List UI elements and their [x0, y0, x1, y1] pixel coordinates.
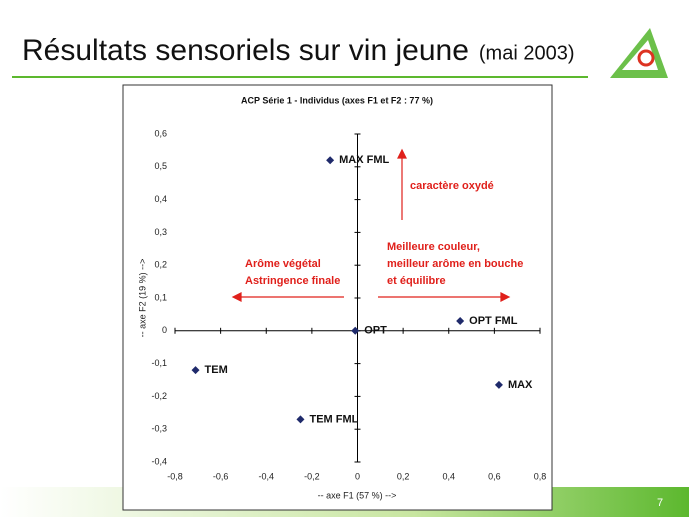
chart-title: ACP Série 1 - Individus (axes F1 et F2 :…: [241, 95, 433, 105]
point-label: TEM: [205, 364, 228, 376]
y-tick-label: 0,6: [154, 128, 167, 138]
chart: ACP Série 1 - Individus (axes F1 et F2 :…: [137, 95, 546, 500]
x-tick-label: 0,2: [397, 471, 410, 481]
annotation: Astringence finale: [245, 275, 340, 287]
x-tick-label: -0,6: [213, 471, 229, 481]
x-tick-label: -0,2: [304, 471, 320, 481]
point: [494, 380, 503, 389]
page-number: 7: [657, 497, 663, 509]
y-tick-label: -0,1: [151, 358, 167, 368]
point: [456, 316, 465, 325]
point: [296, 415, 305, 424]
x-tick-label: 0,4: [442, 471, 455, 481]
point: [191, 366, 200, 375]
x-axis-label: -- axe F1 (57 %) -->: [318, 490, 397, 500]
point-label: OPT: [364, 325, 387, 337]
annotation: meilleur arôme en bouche: [387, 258, 523, 270]
point-label: MAX: [508, 379, 533, 391]
slide-subtitle: (mai 2003): [479, 42, 575, 64]
annotation: Arôme végétal: [245, 258, 321, 270]
annotation: caractère oxydé: [410, 180, 494, 192]
x-tick-label: -0,4: [258, 471, 274, 481]
y-tick-label: -0,4: [151, 456, 167, 466]
x-tick-label: 0,8: [534, 471, 547, 481]
point-label: OPT FML: [469, 315, 518, 327]
y-tick-label: 0: [162, 325, 167, 335]
x-tick-label: -0,8: [167, 471, 183, 481]
x-tick-label: 0,6: [488, 471, 501, 481]
arrows: [231, 148, 511, 302]
y-tick-label: -0,2: [151, 391, 167, 401]
x-tick-label: 0: [355, 471, 360, 481]
point-label: MAX FML: [339, 154, 389, 166]
y-tick-label: 0,4: [154, 194, 167, 204]
slide-title: Résultats sensoriels sur vin jeune: [22, 34, 469, 67]
y-tick-label: 0,2: [154, 260, 167, 270]
y-tick-label: 0,3: [154, 227, 167, 237]
annotation: Meilleure couleur,: [387, 241, 480, 253]
point: [326, 156, 335, 165]
y-axis-label: -- axe F2 (19 %) -->: [137, 259, 147, 338]
y-tick-label: -0,3: [151, 424, 167, 434]
annotation: et équilibre: [387, 275, 446, 287]
point: [351, 326, 360, 335]
logo: [610, 28, 668, 78]
point-label: TEM FML: [309, 413, 358, 425]
y-tick-label: 0,1: [154, 292, 167, 302]
y-tick-label: 0,5: [154, 161, 167, 171]
